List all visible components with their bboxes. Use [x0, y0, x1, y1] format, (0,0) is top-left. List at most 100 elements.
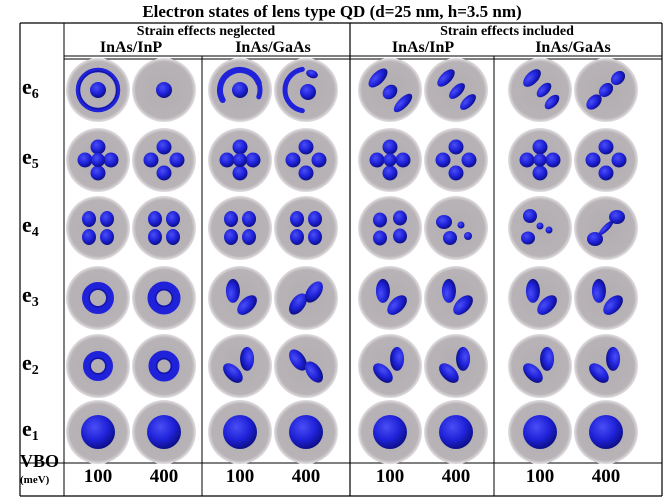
state-cell	[574, 334, 638, 398]
orbital-lobe	[224, 229, 238, 245]
state-cell	[66, 128, 130, 192]
state-cell	[66, 266, 130, 330]
state-cell	[66, 400, 130, 464]
orbital-lobe	[373, 363, 393, 383]
state-cell	[208, 128, 272, 192]
orbital-lobe	[77, 152, 93, 168]
qd-disk	[132, 266, 196, 330]
state-cell	[424, 58, 488, 122]
state-cell	[358, 400, 422, 464]
orbital-lobe	[90, 139, 106, 155]
qd-disk	[574, 334, 638, 398]
orbital-lobe	[598, 139, 614, 155]
state-cell	[574, 266, 638, 330]
state-cell	[574, 128, 638, 192]
orbital-arc	[282, 66, 305, 114]
state-cell	[508, 334, 572, 398]
orbital-lobe	[544, 94, 560, 110]
orbital-lobe	[308, 211, 322, 227]
state-cell	[66, 58, 130, 122]
orbital-lobe	[393, 210, 407, 226]
state-cell	[424, 400, 488, 464]
state-cell	[508, 266, 572, 330]
qd-disk	[424, 128, 488, 192]
orbital-lobe	[448, 139, 464, 155]
orbital-lobe	[369, 152, 385, 168]
state-cell	[574, 196, 638, 260]
orbital-lobe	[448, 165, 464, 181]
state-cell	[508, 58, 572, 122]
orbital-lobe	[449, 83, 465, 99]
orbital-lobe	[148, 211, 162, 227]
state-cell	[132, 58, 196, 122]
vbo-value: 100	[83, 466, 113, 487]
state-cell	[574, 400, 638, 464]
orbital-lobe	[224, 211, 238, 227]
orbital-lobe	[435, 152, 451, 168]
orbital-lobe	[81, 415, 115, 449]
orbital-lobe	[223, 363, 243, 383]
vbo-value: 400	[149, 466, 179, 487]
state-cell	[274, 334, 338, 398]
orbital-ring-shade	[154, 288, 174, 308]
orbital-lobe	[305, 361, 323, 383]
material-header-inas-gaas-included: InAs/GaAs	[535, 39, 611, 56]
orbital-ring	[82, 282, 114, 314]
qd-disk	[208, 266, 272, 330]
orbital-lobe	[598, 82, 614, 98]
state-cell	[358, 58, 422, 122]
orbital-lobe	[245, 152, 261, 168]
state-cell	[358, 196, 422, 260]
state-cell	[358, 334, 422, 398]
orbital-lobe	[589, 363, 609, 383]
qd-disk	[358, 334, 422, 398]
orbital-lobe	[82, 211, 96, 227]
vbo-value: 400	[591, 466, 621, 487]
orbital-lobe	[545, 152, 561, 168]
orbital-lobe	[586, 94, 602, 110]
qd-disk	[508, 334, 572, 398]
orbital-lobe	[232, 165, 248, 181]
qd-disk	[132, 334, 196, 398]
material-header-inas-inp-included: InAs/InP	[391, 39, 455, 56]
orbital-lobe	[306, 69, 318, 79]
orbital-lobe	[143, 152, 159, 168]
orbital-lobe	[233, 153, 247, 167]
state-cell	[132, 400, 196, 464]
qd-disk	[208, 196, 272, 260]
state-cells	[66, 58, 638, 464]
vbo-value: 100	[375, 466, 405, 487]
orbital-lobe	[91, 153, 105, 167]
orbital-lobe	[290, 229, 304, 245]
qd-disk	[132, 196, 196, 260]
state-cell	[208, 58, 272, 122]
orbital-lobe	[603, 295, 623, 315]
orbital-lobe	[311, 152, 327, 168]
state-cell	[132, 196, 196, 260]
orbital-lobe	[519, 152, 535, 168]
orbital-lobe	[439, 415, 473, 449]
orbital-lobe	[540, 346, 555, 371]
orbital-lobe	[523, 415, 557, 449]
orbital-lobe	[156, 82, 172, 98]
orbital-lobe	[298, 165, 314, 181]
orbital-lobe	[290, 211, 304, 227]
orbital-lobe	[610, 70, 626, 86]
state-label-e6: e6	[22, 74, 39, 103]
orbital-lobe	[242, 211, 256, 227]
qd-disk	[66, 334, 130, 398]
state-cell	[66, 334, 130, 398]
orbital-lobe	[536, 222, 544, 230]
orbital-lobe	[598, 220, 614, 236]
figure-title: Electron states of lens type QD (d=25 nm…	[142, 2, 522, 21]
orbital-lobe	[289, 415, 323, 449]
orbital-lobe	[225, 278, 240, 303]
state-label-e1: e1	[22, 416, 39, 445]
qd-disk	[274, 128, 338, 192]
state-cell	[424, 334, 488, 398]
orbital-lobe	[456, 346, 471, 371]
orbital-lobe	[148, 229, 162, 245]
orbital-lobe	[305, 281, 323, 303]
qd-disk	[424, 334, 488, 398]
